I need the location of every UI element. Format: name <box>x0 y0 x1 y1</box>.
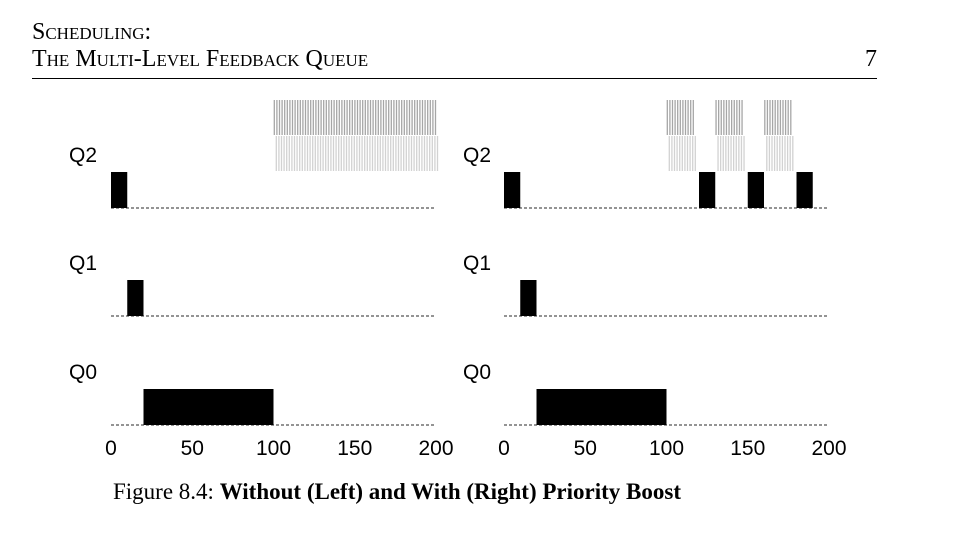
panel-2-interactive-jobs-block-2 <box>715 100 745 171</box>
panel-1-x-tick-label-0: 0 <box>105 437 117 460</box>
caption-title: Without (Left) and With (Right) Priority… <box>219 479 681 504</box>
panel-2-x-tick-label-200: 200 <box>811 437 846 460</box>
panel-2-x-tick-label-100: 100 <box>649 437 684 460</box>
panel-1-x-tick-label-200: 200 <box>418 437 453 460</box>
panel-1-queue-label-q2: Q2 <box>69 144 97 167</box>
panel-2-interactive-jobs-block-1 <box>666 100 696 171</box>
panel-2-long-job-bar-1 <box>504 172 521 208</box>
panel-2-long-job-bar-4 <box>699 172 716 208</box>
panel-2-x-tick-label-50: 50 <box>574 437 597 460</box>
panel-1-interactive-jobs-block-1 <box>273 100 439 171</box>
panel-1-x-tick-label-150: 150 <box>337 437 372 460</box>
panel-2-long-job-bar-6 <box>796 172 813 208</box>
panel-2-queue-label-q0: Q0 <box>463 361 491 384</box>
chapter-title-line1: Scheduling: <box>32 19 152 45</box>
panel-2-long-job-bar-3 <box>536 389 667 425</box>
panel-2-long-job-bar-5 <box>747 172 764 208</box>
panel-2-x-tick-label-0: 0 <box>498 437 510 460</box>
panel-1-long-job-bar-2 <box>127 280 144 316</box>
chapter-title-line2: The Multi-Level Feedback Queue <box>32 46 369 72</box>
panel-1-x-tick-label-50: 50 <box>181 437 204 460</box>
panel-1-long-job-bar-3 <box>143 389 274 425</box>
panel-2-x-tick-label-150: 150 <box>730 437 765 460</box>
panel-2-interactive-jobs-block-3 <box>764 100 794 171</box>
page-header: Scheduling: The Multi-Level Feedback Que… <box>32 16 877 79</box>
priority-boost-figure: Q2 Q1 Q0 0 50 100 150 200 Q2 Q1 Q0 0 50 100 150 200 <box>69 100 847 460</box>
panel-1-queue-label-q1: Q1 <box>69 252 97 275</box>
panel-1-long-job-bar-1 <box>111 172 128 208</box>
panel-1-queue-label-q0: Q0 <box>69 361 97 384</box>
page-number: 7 <box>865 46 877 72</box>
panel-2-queue-label-q2: Q2 <box>463 144 491 167</box>
panel-1-x-tick-label-100: 100 <box>256 437 291 460</box>
figure-caption: Figure 8.4: Without (Left) and With (Rig… <box>113 480 681 503</box>
caption-label: Figure 8.4: <box>113 479 214 504</box>
panel-2-long-job-bar-2 <box>520 280 537 316</box>
panel-2-queue-label-q1: Q1 <box>463 252 491 275</box>
